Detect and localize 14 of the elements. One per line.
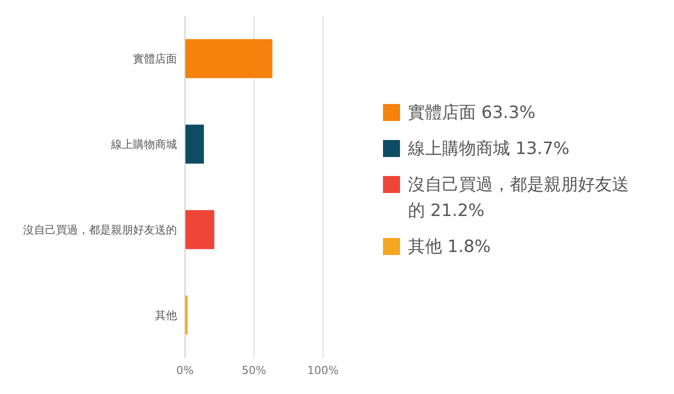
bar — [185, 39, 272, 78]
text: 線上購物商城 13.7% — [408, 139, 570, 159]
text: 實體店面 63.3% — [408, 103, 536, 123]
bar — [185, 210, 214, 250]
y-tick-label: 線上購物商城 — [110, 138, 177, 152]
y-tick-label: 沒自己買過，都是親朋好友送的 — [23, 224, 177, 237]
x-tick-label: 100% — [307, 364, 339, 377]
y-tick-label: 其他 — [155, 309, 177, 322]
x-tick-label: 50% — [242, 364, 266, 377]
bar — [185, 124, 204, 164]
x-tick-label: 0% — [176, 364, 194, 377]
y-tick-label: 實體店面 — [133, 52, 177, 66]
text: 其他 1.8% — [408, 237, 491, 257]
text: 沒自己買過，都是親朋好友送的 21.2% — [408, 175, 629, 221]
